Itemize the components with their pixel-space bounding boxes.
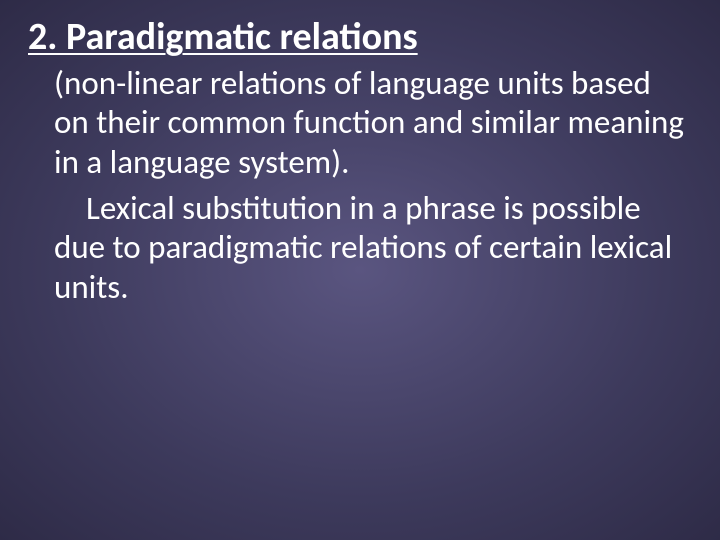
slide-title: 2. Paradigmatic relations <box>24 18 696 58</box>
body-paragraph-1: (non-linear relations of language units … <box>54 64 686 183</box>
body-paragraph-2: Lexical substitution in a phrase is poss… <box>54 189 686 308</box>
slide: 2. Paradigmatic relations (non-linear re… <box>0 0 720 540</box>
slide-body: (non-linear relations of language units … <box>24 64 696 308</box>
